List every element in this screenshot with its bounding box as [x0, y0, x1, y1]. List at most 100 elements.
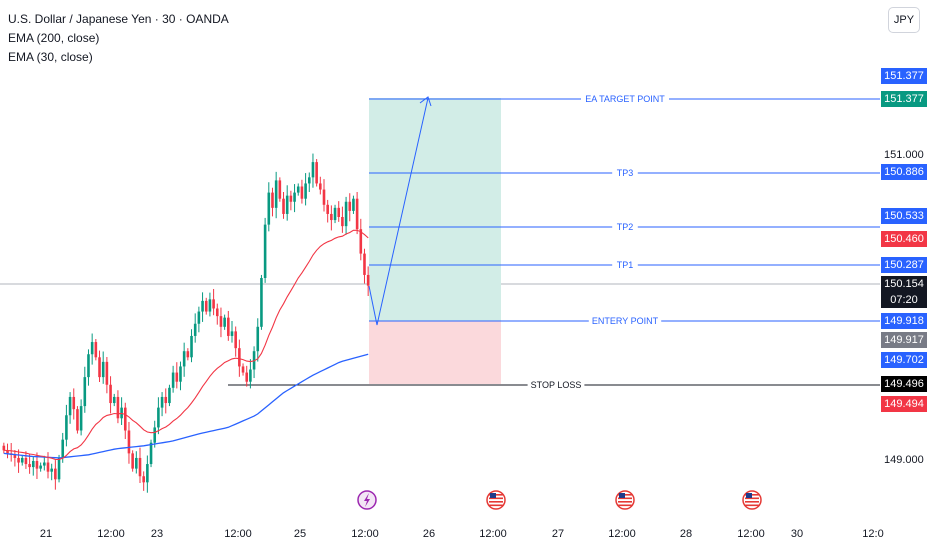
us-flag-icon[interactable]: [742, 490, 762, 510]
price-tick: 151.000: [884, 149, 924, 161]
candle-body: [20, 457, 24, 463]
price-badge: 149.496: [881, 376, 927, 392]
time-tick: 26: [422, 528, 436, 540]
candle-body: [212, 299, 215, 309]
candle-body: [227, 317, 230, 336]
candle-body: [101, 361, 105, 378]
time-tick: 12:00: [351, 528, 379, 540]
candle-body: [238, 348, 241, 367]
price-badge: 149.494: [881, 396, 927, 412]
candle-body: [282, 198, 285, 214]
candle-body: [366, 274, 370, 286]
candle-body: [289, 195, 293, 202]
candle-body: [112, 396, 116, 404]
price-badge: 150.533: [881, 208, 927, 224]
candle-body: [186, 351, 190, 358]
candle-body: [234, 331, 237, 349]
time-tick: 30: [790, 528, 804, 540]
candle-body: [6, 450, 9, 454]
candle-body: [330, 213, 333, 221]
candle-body: [98, 357, 101, 378]
level-label: TP2: [617, 222, 634, 232]
price-badge: 151.377: [881, 68, 927, 84]
candle-body: [79, 406, 83, 431]
candle-body: [296, 186, 300, 193]
candle-body: [50, 468, 53, 472]
candle-body: [241, 366, 245, 373]
time-tick: 12:00: [224, 528, 252, 540]
candle-body: [153, 427, 157, 443]
ema30-legend: EMA (30, close): [8, 50, 93, 64]
time-tick: 12:00: [608, 528, 636, 540]
price-badge: 149.702: [881, 352, 927, 368]
candle-body: [109, 384, 112, 404]
candle-body: [271, 192, 274, 208]
time-tick: 27: [551, 528, 565, 540]
price-badge: 150.886: [881, 164, 927, 180]
candle-body: [123, 407, 127, 431]
candle-body: [326, 204, 329, 214]
candle-body: [204, 300, 208, 312]
candle-body: [131, 453, 134, 469]
candle-body: [160, 396, 164, 408]
candle-body: [94, 342, 98, 358]
arrowhead-icon: [419, 96, 432, 107]
level-label: ENTERY POINT: [592, 316, 659, 326]
candle-body: [363, 253, 366, 275]
price-badge: 150.287: [881, 257, 927, 273]
candle-body: [57, 457, 61, 480]
price-badge: 151.377: [881, 91, 927, 107]
candle-body: [157, 407, 160, 428]
target-zone: [369, 98, 501, 321]
candle-body: [230, 331, 234, 336]
candle-body: [274, 180, 278, 208]
candle-body: [322, 189, 326, 205]
candle-body: [179, 366, 182, 382]
candle-body: [260, 278, 263, 327]
time-tick: 25: [293, 528, 307, 540]
stop-zone: [369, 321, 501, 384]
candle-body: [87, 354, 90, 378]
candle-body: [256, 326, 260, 352]
candle-body: [105, 361, 109, 385]
candle-body: [278, 180, 282, 199]
candle-body: [245, 372, 249, 382]
candle-body: [17, 457, 20, 463]
us-flag-icon[interactable]: [615, 490, 635, 510]
ema-30-line: [3, 229, 369, 461]
candle-body: [190, 335, 193, 358]
candle-body: [138, 457, 142, 477]
level-label: EA TARGET POINT: [585, 94, 665, 104]
time-tick: 23: [150, 528, 164, 540]
candle-body: [146, 464, 149, 483]
candle-body: [307, 177, 311, 184]
candle-body: [311, 162, 315, 178]
candle-body: [13, 454, 17, 458]
level-label: TP3: [617, 168, 634, 178]
candle-body: [61, 439, 65, 458]
price-badge: 07:20: [881, 292, 927, 308]
candle-body: [219, 316, 223, 327]
candle-body: [359, 229, 363, 254]
us-flag-icon[interactable]: [486, 490, 506, 510]
candle-body: [83, 377, 87, 407]
level-label: TP1: [617, 260, 634, 270]
candle-body: [142, 476, 145, 483]
candle-body: [39, 465, 42, 469]
candle-body: [319, 183, 322, 190]
candle-body: [127, 430, 131, 454]
candle-body: [300, 186, 304, 199]
price-badge: 150.460: [881, 231, 927, 247]
candle-body: [149, 442, 153, 465]
currency-button[interactable]: JPY: [888, 7, 920, 33]
ema-200-line: [3, 353, 369, 459]
candle-body: [304, 183, 307, 199]
time-tick: 12:00: [97, 528, 125, 540]
candle-body: [193, 323, 197, 336]
lightning-icon[interactable]: [357, 490, 377, 510]
candle-body: [315, 162, 318, 184]
candle-body: [263, 224, 267, 278]
candle-body: [28, 464, 31, 468]
